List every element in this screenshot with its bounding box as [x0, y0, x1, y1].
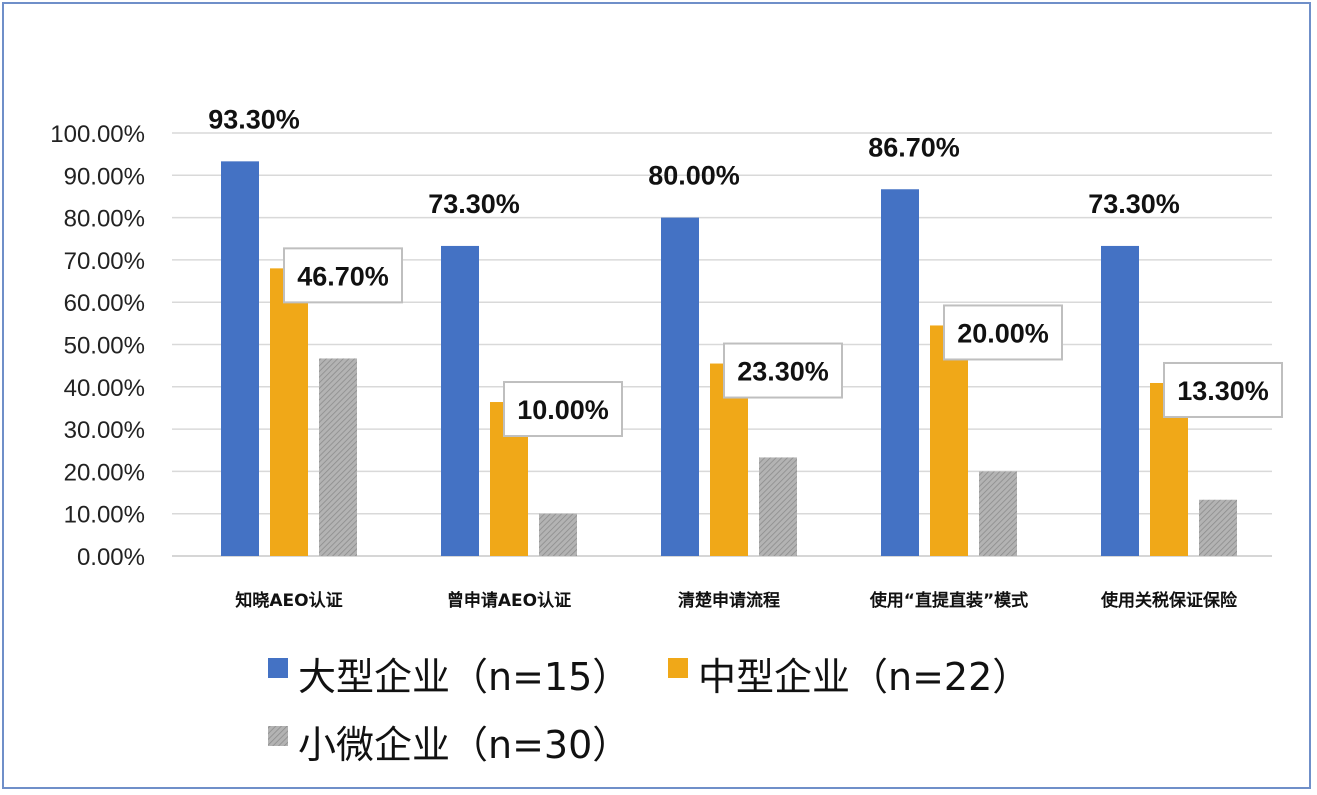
- x-tick-label: 使用“直提直装”模式: [869, 590, 1028, 611]
- legend-swatch-1: [668, 658, 688, 678]
- data-label: 10.00%: [517, 395, 609, 425]
- data-label-box: [503, 381, 623, 438]
- y-tick-label: 50.00%: [64, 333, 145, 360]
- y-tick-label: 100.00%: [50, 121, 145, 148]
- y-tick-label: 70.00%: [64, 248, 145, 275]
- data-label: 93.30%: [208, 104, 300, 134]
- data-label-box: [943, 304, 1063, 361]
- bar-0-3: [881, 189, 919, 556]
- data-label: 80.00%: [648, 161, 740, 191]
- x-tick-label: 曾申请AEO认证: [447, 590, 571, 611]
- data-label: 23.30%: [737, 357, 829, 387]
- data-label: 73.30%: [1088, 189, 1180, 219]
- data-label-box: [1163, 361, 1283, 418]
- legend: 大型企业（n=15） 中型企业（n=22） 小微企业（n=30）: [268, 655, 1030, 767]
- y-tick-label: 30.00%: [64, 417, 145, 444]
- y-tick-label: 60.00%: [64, 290, 145, 317]
- data-labels: 93.30% 46.70% 73.30% 10.00% 80.00% 23.30% 86.7…: [208, 104, 1283, 438]
- y-tick-label: 80.00%: [64, 206, 145, 233]
- legend-swatch-0: [268, 658, 288, 678]
- data-label: 46.70%: [297, 261, 389, 291]
- bar-0-2: [661, 217, 699, 556]
- bar-2-4: [1199, 499, 1237, 556]
- x-axis: 知晓AEO认证 曾申请AEO认证 清楚申请流程 使用“直提直装”模式 使用关税保证保险: [234, 590, 1238, 611]
- y-tick-label: 40.00%: [64, 375, 145, 402]
- bar-1-0: [270, 268, 308, 556]
- bar-2-3: [979, 471, 1017, 556]
- y-tick-label: 10.00%: [64, 502, 145, 529]
- bar-2-1: [539, 513, 577, 556]
- bar-0-4: [1101, 245, 1139, 557]
- y-tick-label: 20.00%: [64, 459, 145, 486]
- x-tick-label: 知晓AEO认证: [234, 590, 342, 611]
- x-tick-label: 清楚申请流程: [678, 590, 780, 611]
- y-tick-label: 0.00%: [77, 544, 145, 571]
- bar-2-0: [319, 358, 357, 556]
- data-label-box: [723, 342, 843, 399]
- legend-label-0: 大型企业（n=15）: [298, 655, 630, 699]
- y-tick-label: 90.00%: [64, 163, 145, 190]
- legend-label-2: 小微企业（n=30）: [298, 723, 630, 767]
- x-tick-label: 使用关税保证保险: [1100, 590, 1238, 611]
- bar-0-0: [221, 161, 259, 556]
- data-label: 86.70%: [868, 132, 960, 162]
- data-label-box: [283, 247, 403, 304]
- bars: [221, 161, 1237, 557]
- legend-swatch-2: [268, 726, 288, 746]
- bar-2-2: [759, 457, 797, 556]
- y-axis: 0.00% 10.00% 20.00% 30.00% 40.00% 50.00% 60.00…: [50, 121, 145, 571]
- data-label: 13.30%: [1177, 376, 1269, 406]
- data-label: 20.00%: [957, 318, 1049, 348]
- bar-1-3: [930, 325, 968, 556]
- legend-label-1: 中型企业（n=22）: [698, 655, 1030, 699]
- data-label: 73.30%: [428, 189, 520, 219]
- bar-0-1: [441, 245, 479, 557]
